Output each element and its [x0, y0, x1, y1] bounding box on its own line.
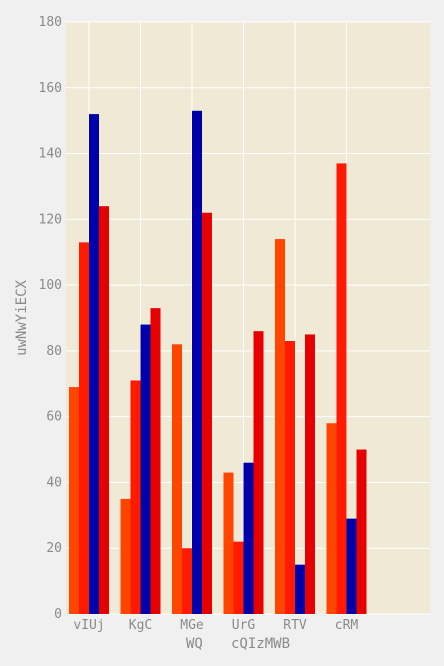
bar-UrG-series-1 [223, 472, 234, 614]
bar-KgC-series-3 [140, 324, 151, 614]
x-tick-label: KgC [129, 618, 152, 633]
bar-cRM-series-1 [326, 423, 337, 614]
x-tick-label: MGe [180, 618, 204, 633]
x-tick-label: UrG [232, 618, 256, 633]
bar-vIUj-series-1 [69, 387, 79, 614]
bar-MGe-series-3 [192, 110, 202, 615]
x-tick-label: cRM [335, 618, 359, 633]
bar-RTV-series-1 [275, 239, 285, 615]
y-tick-label: 120 [39, 212, 62, 227]
x-tick-label: RTV [283, 618, 307, 633]
bar-KgC-series-2 [130, 380, 141, 614]
y-tick-label: 20 [46, 541, 62, 556]
legend-label-cqizmwb: cQIzMWB [231, 636, 290, 652]
y-axis-label: uwNwYiECX [14, 280, 30, 356]
bar-MGe-series-2 [182, 548, 192, 614]
x-tick-label: vIUj [73, 618, 104, 633]
bar-RTV-series-2 [285, 341, 295, 614]
y-tick-label: 60 [46, 410, 62, 425]
y-tick-label: 0 [54, 607, 62, 622]
bar-RTV-series-4 [305, 334, 315, 614]
y-tick-label: 180 [39, 15, 62, 30]
bar-KgC-series-1 [120, 498, 131, 614]
y-tick-labels: 0 20 40 60 80 100 120 140 160 180 [39, 15, 62, 622]
bar-vIUj-series-4 [99, 206, 109, 614]
y-tick-label: 160 [39, 81, 62, 96]
y-tick-label: 140 [39, 147, 62, 162]
bar-RTV-series-3 [295, 564, 305, 614]
y-tick-label: 100 [39, 278, 62, 293]
legend-label-wq: WQ [186, 636, 203, 652]
bar-vIUj-series-3 [89, 114, 99, 614]
x-tick-labels: vIUj KgC MGe UrG RTV cRM [73, 618, 358, 633]
bars [69, 110, 367, 615]
bar-UrG-series-3 [243, 462, 254, 614]
bar-MGe-series-1 [172, 344, 182, 614]
bar-UrG-series-2 [233, 541, 244, 614]
bar-cRM-series-4 [356, 449, 367, 614]
bar-MGe-series-4 [202, 212, 212, 614]
y-tick-label: 40 [46, 475, 62, 490]
bar-cRM-series-2 [336, 163, 347, 614]
bar-UrG-series-4 [253, 331, 264, 614]
bar-cRM-series-3 [346, 518, 357, 614]
bar-vIUj-series-2 [79, 242, 89, 614]
bar-KgC-series-4 [150, 308, 161, 614]
y-tick-label: 80 [46, 344, 62, 359]
